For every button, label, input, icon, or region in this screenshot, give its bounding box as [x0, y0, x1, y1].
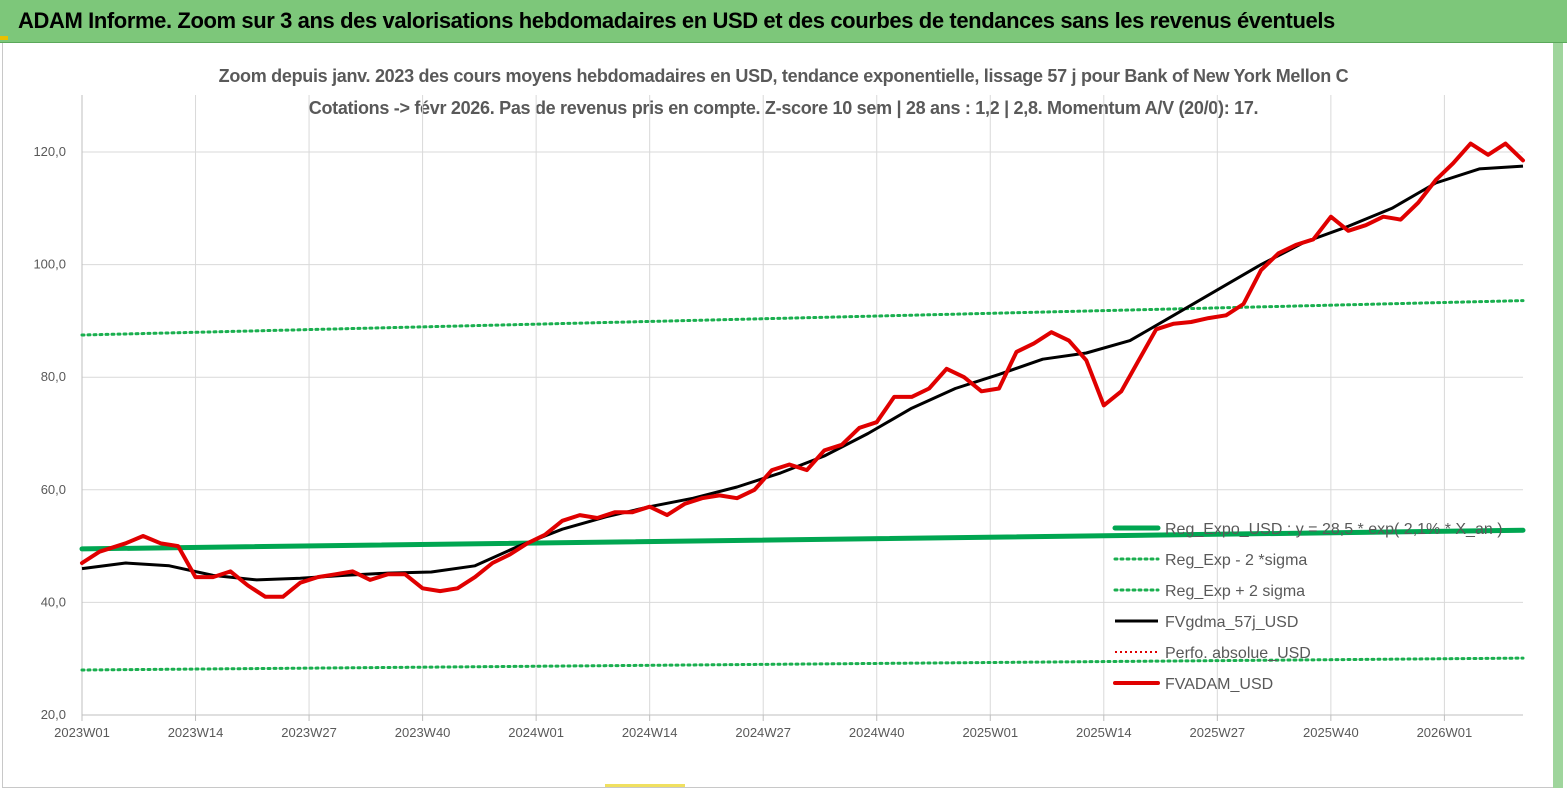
x-tick-label: 2025W27 [1190, 725, 1246, 740]
x-tick-label: 2024W14 [622, 725, 678, 740]
chart-subtitle: Cotations -> févr 2026. Pas de revenus p… [308, 98, 1259, 118]
series-line-1 [79, 527, 1526, 552]
right-edge-strip [1553, 43, 1563, 788]
x-tick-label: 2025W01 [962, 725, 1018, 740]
x-tick-label: 2025W40 [1303, 725, 1359, 740]
y-tick-label: 40,0 [41, 594, 66, 609]
x-tick-label: 2024W01 [508, 725, 564, 740]
x-tick-label: 2023W01 [54, 725, 110, 740]
y-tick-label: 80,0 [41, 369, 66, 384]
legend-label: Reg_Expo_USD : y = 28,5 * exp( 2,1% * X_… [1165, 521, 1503, 538]
legend: Reg_Expo_USD : y = 28,5 * exp( 2,1% * X_… [1112, 521, 1503, 693]
legend-label: Reg_Exp + 2 sigma [1165, 583, 1305, 600]
axes: 20,0 40,0 60,0 80,0 100,0 120,0 2023W01 2023W14… [33, 95, 1523, 740]
series-line-4 [81, 164, 1524, 582]
banner: ADAM Informe. Zoom sur 3 ans des valoris… [0, 0, 1567, 43]
series-line-6 [80, 141, 1525, 599]
series-lines [79, 141, 1526, 672]
x-tick-label: 2024W27 [735, 725, 791, 740]
legend-label: FVgdma_57j_USD [1165, 614, 1298, 631]
gridlines [81, 95, 1523, 715]
x-tick-label: 2023W14 [168, 725, 224, 740]
x-tick-label: 2023W40 [395, 725, 451, 740]
y-tick-label: 20,0 [41, 707, 66, 722]
report-title: ADAM Informe. Zoom sur 3 ans des valoris… [18, 8, 1335, 33]
legend-label: Reg_Exp - 2 *sigma [1165, 552, 1307, 569]
y-tick-label: 60,0 [41, 482, 66, 497]
chart-title: Zoom depuis janv. 2023 des cours moyens … [218, 66, 1349, 86]
y-tick-label: 100,0 [33, 257, 66, 272]
series-line-2 [80, 656, 1525, 672]
banner-accent-mark [0, 36, 8, 40]
x-tick-label: 2026W01 [1417, 725, 1473, 740]
legend-label: FVADAM_USD [1165, 676, 1273, 693]
y-tick-label: 120,0 [33, 144, 66, 159]
x-tick-label: 2025W14 [1076, 725, 1132, 740]
x-tick-label: 2024W40 [849, 725, 905, 740]
series-line-3 [80, 299, 1525, 337]
bottom-accent-mark [605, 784, 685, 787]
x-tick-label: 2023W27 [281, 725, 337, 740]
legend-label: Perfo. absolue_USD [1165, 645, 1311, 662]
